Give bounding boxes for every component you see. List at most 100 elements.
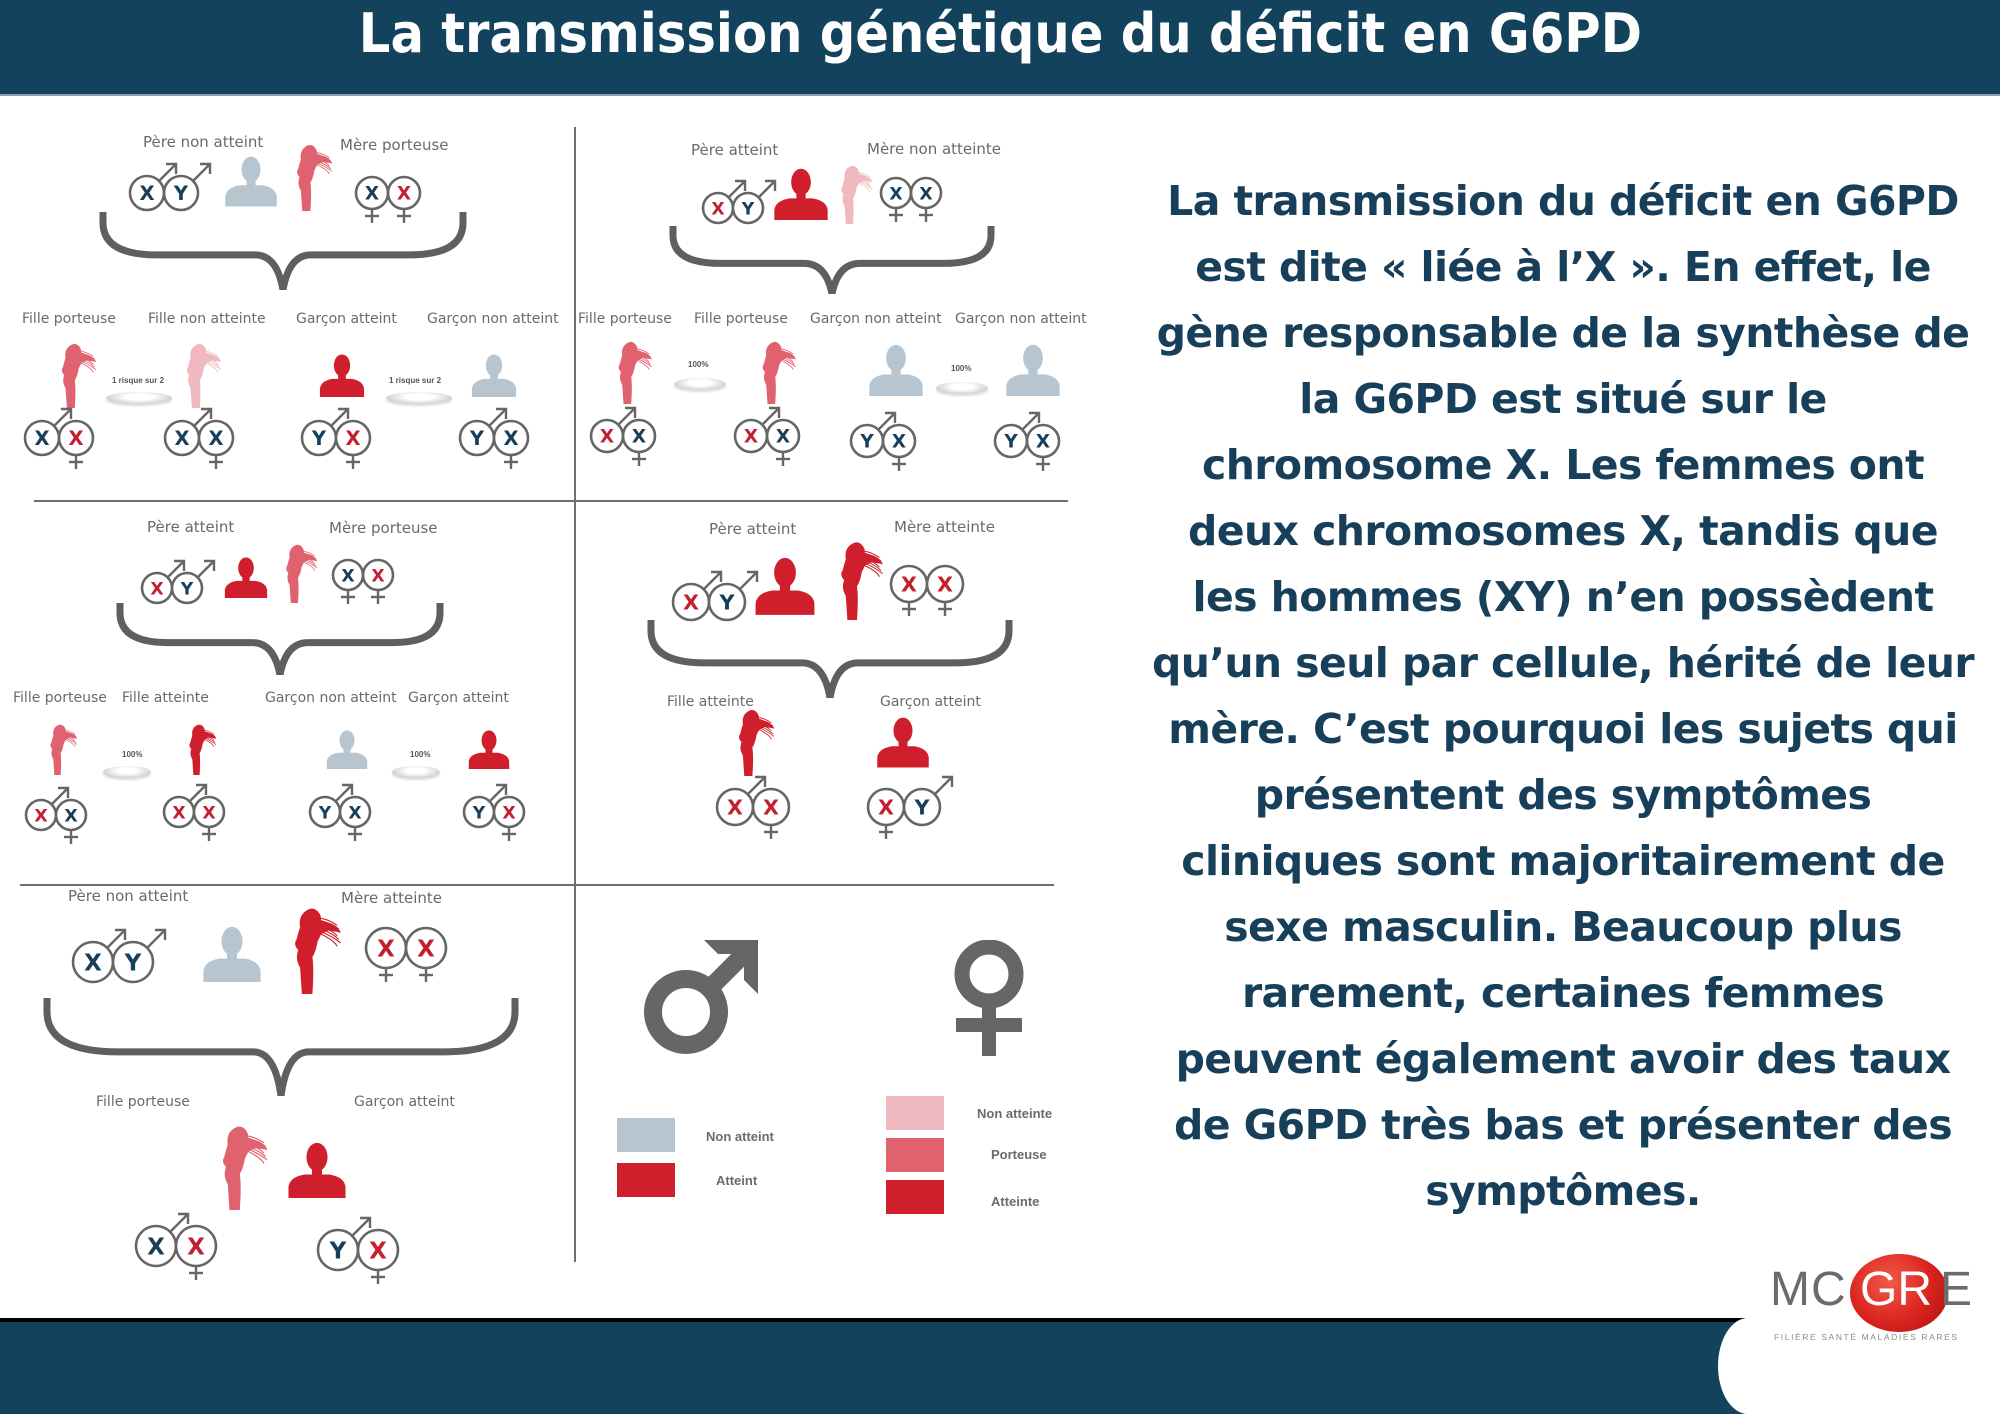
- mother-label: Mère atteinte: [894, 518, 995, 536]
- male-chromosome-y: Y: [111, 928, 173, 999]
- paragraph-line: symptômes.: [1425, 1167, 1701, 1215]
- child-silhouette-icon: [180, 342, 222, 413]
- male-chromosome-x: X: [589, 406, 643, 469]
- male-chromosome-x: X: [701, 179, 753, 240]
- male-chromosome-x: X: [163, 407, 219, 472]
- probability-dish-icon: [103, 766, 151, 778]
- svg-text:X: X: [341, 566, 354, 586]
- svg-text:Y: Y: [180, 579, 194, 599]
- svg-text:X: X: [397, 184, 411, 205]
- female-chromosome-x: X: [174, 1212, 236, 1283]
- female-chromosome-x: X: [54, 786, 106, 847]
- paragraph-line: chromosome X. Les femmes ont: [1202, 441, 1925, 489]
- svg-text:X: X: [763, 796, 779, 820]
- male-symbol-icon: [644, 940, 758, 1054]
- paragraph-line: cliniques sont majoritairement de: [1181, 837, 1945, 885]
- footer-curve: [1718, 1318, 1778, 1414]
- female-chromosome-x: X: [909, 164, 961, 225]
- child-silhouette-icon: [1004, 343, 1062, 401]
- female-chromosome-x: X: [925, 552, 983, 619]
- legend-swatch-male-atteint: [617, 1163, 675, 1197]
- male-chromosome-y: Y: [902, 775, 960, 842]
- mother-label: Mère atteinte: [341, 889, 442, 907]
- svg-text:X: X: [632, 427, 646, 448]
- svg-text:X: X: [600, 427, 614, 448]
- logo-text-mc: MC: [1770, 1263, 1847, 1316]
- child-label: Fille non atteinte: [148, 311, 266, 327]
- svg-text:Y: Y: [914, 796, 931, 820]
- mcgre-logo: MC GR E FILIÈRE SANTÉ MALADIES RARES: [1770, 1254, 1980, 1352]
- probability-label: 1 risque sur 2: [112, 376, 165, 385]
- svg-text:X: X: [187, 1234, 205, 1260]
- child-label: Garçon atteint: [880, 694, 981, 710]
- svg-text:X: X: [150, 579, 163, 599]
- female-chromosome-x: X: [492, 783, 544, 844]
- child-silhouette-icon: [318, 353, 366, 402]
- child-label: Fille porteuse: [13, 690, 107, 706]
- female-symbol-icon: [954, 940, 1024, 1056]
- child-silhouette-icon: [612, 340, 652, 409]
- female-chromosome-x: X: [621, 406, 675, 469]
- svg-text:Y: Y: [741, 199, 755, 219]
- paragraph-line: rarement, certaines femmes: [1241, 969, 1885, 1017]
- parents-brace: [42, 998, 520, 1101]
- male-chromosome-y: Y: [707, 570, 765, 637]
- paragraph-line: deux chromosomes X, tandis que: [1188, 507, 1939, 555]
- explanation-paragraph: La transmission du déficit en G6PD est di…: [1148, 168, 1978, 1224]
- svg-text:Y: Y: [173, 182, 189, 205]
- child-label: Garçon atteint: [408, 690, 509, 706]
- probability-dish-icon: [936, 382, 988, 394]
- svg-text:X: X: [371, 566, 384, 586]
- male-chromosome-x: X: [671, 570, 729, 637]
- child-silhouette-icon: [470, 353, 518, 402]
- mother-silhouette-icon: [833, 540, 883, 625]
- child-label: Fille porteuse: [578, 311, 672, 327]
- male-chromosome-x: X: [733, 406, 787, 469]
- male-chromosome-x: X: [715, 775, 773, 842]
- female-chromosome-x: X: [765, 406, 819, 469]
- child-silhouette-icon: [756, 340, 796, 409]
- father-label: Père atteint: [147, 518, 235, 536]
- probability-label: 100%: [410, 750, 431, 759]
- father-silhouette-icon: [223, 155, 279, 212]
- svg-text:X: X: [503, 427, 518, 450]
- father-silhouette-icon: [223, 556, 269, 603]
- svg-text:X: X: [172, 803, 185, 823]
- child-label: Garçon atteint: [296, 311, 397, 327]
- child-silhouette-icon: [184, 723, 217, 780]
- male-chromosome-x: X: [140, 559, 192, 620]
- female-chromosome-x: X: [881, 411, 935, 474]
- father-silhouette-icon: [753, 556, 817, 620]
- child-label: Garçon non atteint: [810, 311, 942, 327]
- svg-text:X: X: [147, 1234, 165, 1260]
- svg-text:Y: Y: [329, 1238, 347, 1264]
- child-silhouette-icon: [732, 708, 775, 781]
- female-chromosome-x: X: [192, 783, 244, 844]
- male-chromosome-x: X: [24, 786, 76, 847]
- legend-swatch-male-non-atteint: [617, 1118, 675, 1152]
- svg-text:X: X: [892, 432, 906, 453]
- legend-swatch-female-atteinte: [886, 1180, 944, 1214]
- svg-text:X: X: [64, 806, 77, 826]
- child-label: Garçon non atteint: [955, 311, 1087, 327]
- probability-dish-icon: [674, 378, 726, 390]
- male-chromosome-y: Y: [170, 559, 222, 620]
- father-silhouette-icon: [201, 925, 263, 987]
- horizontal-divider-1: [34, 500, 1068, 502]
- child-label: Fille porteuse: [96, 1094, 190, 1110]
- probability-label: 1 risque sur 2: [389, 376, 442, 385]
- legend-label-female-non-atteinte: Non atteinte: [977, 1106, 1053, 1121]
- mother-label: Mère non atteinte: [867, 140, 1001, 158]
- father-label: Père atteint: [691, 141, 779, 159]
- male-chromosome-x: X: [134, 1212, 196, 1283]
- svg-text:Y: Y: [719, 591, 736, 615]
- probability-label: 100%: [688, 360, 709, 369]
- child-label: Fille porteuse: [22, 311, 116, 327]
- male-chromosome-x: X: [162, 783, 214, 844]
- probability-dish-icon: [392, 766, 440, 778]
- legend-label-female-porteuse: Porteuse: [991, 1147, 1047, 1162]
- paragraph-line: les hommes (XY) n’en possèdent: [1192, 573, 1935, 621]
- male-chromosome-x: X: [71, 928, 133, 999]
- svg-text:X: X: [1036, 432, 1050, 453]
- child-label: Garçon atteint: [354, 1094, 455, 1110]
